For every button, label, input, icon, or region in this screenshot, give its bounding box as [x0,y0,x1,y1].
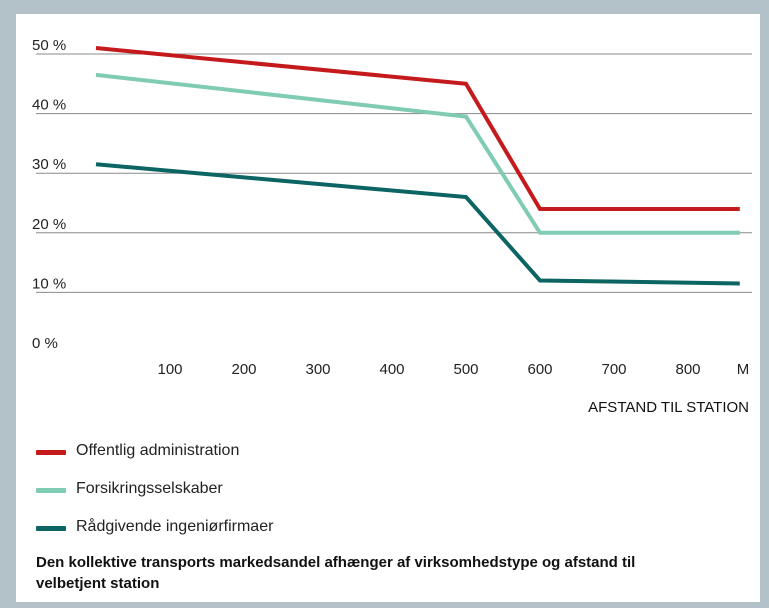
x-unit-label: M [737,361,750,378]
y-tick-label: 0 % [32,335,58,352]
y-tick-label: 30 % [32,156,66,173]
x-tick-label: 600 [527,361,552,378]
series-line [95,46,740,211]
chart-caption: Den kollektive transports markedsandel a… [36,554,636,592]
legend-swatch [36,488,66,493]
x-tick-label: 200 [231,361,256,378]
y-tick-label: 50 % [32,37,66,54]
line-chart: 0 % 10 % 20 % 30 % 40 % 50 % 100 200 300 400 500 60… [32,37,752,416]
legend-label: Forsikringsselskaber [76,480,223,497]
x-tick-label: 400 [379,361,404,378]
x-tick-label: 700 [601,361,626,378]
chart-panel: 0 % 10 % 20 % 30 % 40 % 50 % 100 200 300 400 500 60… [16,14,760,602]
y-tick-label: 10 % [32,275,66,292]
x-tick-label: 800 [675,361,700,378]
y-tick-label: 20 % [32,216,66,233]
x-tick-label: 500 [453,361,478,378]
x-tick-label: 300 [305,361,330,378]
legend-label: Offentlig administration [76,442,240,459]
legend-swatch [36,450,66,455]
legend-label: Rådgivende ingeniørfirmaer [76,518,274,535]
x-tick-label: 100 [157,361,182,378]
legend-swatch [36,526,66,531]
series-line [95,72,740,235]
x-axis-title: AFSTAND TIL STATION [588,399,749,416]
series-line [95,162,740,286]
y-tick-label: 40 % [32,97,66,114]
